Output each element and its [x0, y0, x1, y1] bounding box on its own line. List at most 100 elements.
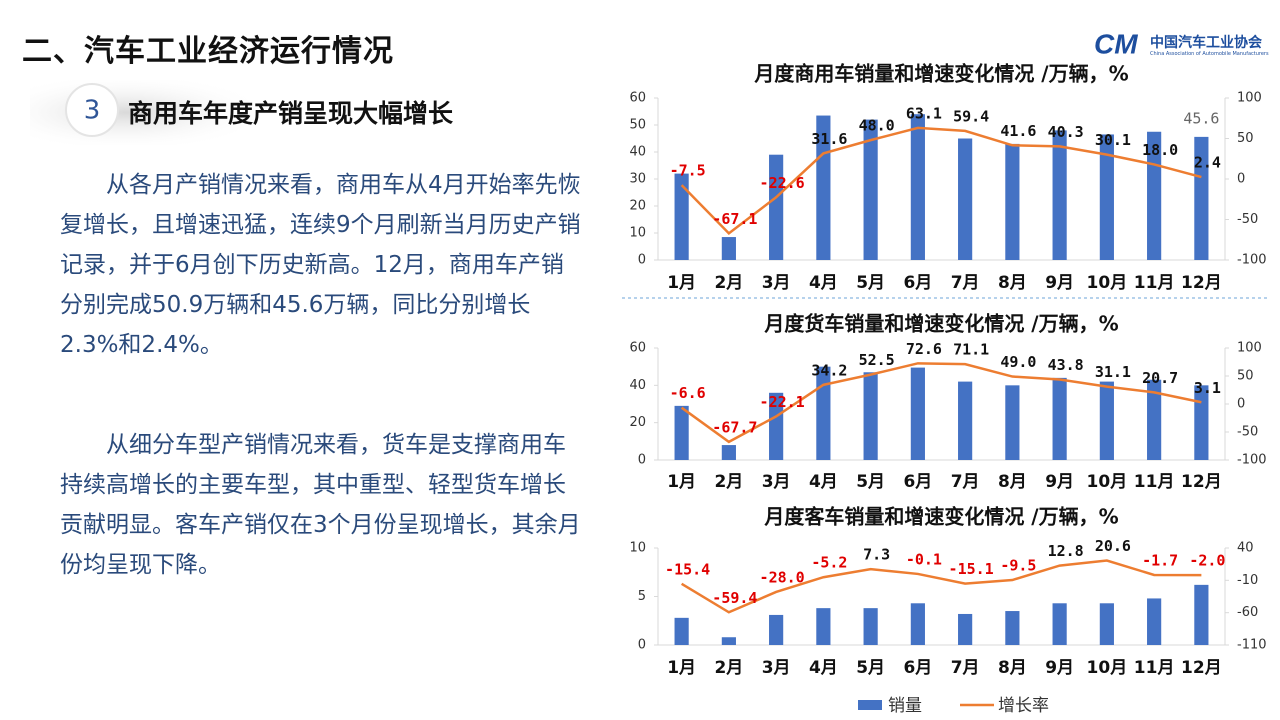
x-tick-label: 6月: [903, 273, 932, 293]
y-tick-label: 5: [638, 589, 646, 604]
bar: [863, 372, 878, 460]
bar: [816, 608, 831, 645]
bar: [721, 637, 736, 645]
x-tick-label: 11月: [1134, 658, 1175, 678]
bar: [769, 614, 784, 645]
bar: [674, 173, 689, 260]
line-value-label: -22.6: [760, 174, 805, 192]
line-value-label: 30.1: [1095, 131, 1131, 149]
bar: [1099, 381, 1114, 460]
bar: [863, 119, 878, 260]
y-tick-label: 30: [629, 172, 646, 187]
line-value-label: -6.6: [670, 384, 706, 402]
y-tick-label: 40: [629, 145, 646, 160]
line-value-label: 48.0: [859, 117, 895, 135]
x-tick-label: 10月: [1087, 273, 1128, 293]
legend-label: 增长率: [998, 696, 1049, 716]
section-number: 3: [84, 96, 101, 126]
bar: [1052, 377, 1067, 460]
line-value-label: 71.1: [953, 341, 989, 359]
bar: [674, 405, 689, 460]
x-tick-label: 4月: [809, 658, 838, 678]
line-value-label: -15.1: [949, 560, 994, 578]
y-tick-label: 60: [629, 91, 646, 106]
y2-tick-label: 50: [1237, 131, 1254, 146]
line-value-label: -2.0: [1189, 552, 1225, 570]
y-tick-label: 10: [629, 541, 646, 556]
bar-value-label: 45.6: [1183, 109, 1219, 127]
line-value-label: 12.8: [1048, 542, 1084, 560]
line: [680, 559, 1202, 614]
bar: [863, 608, 878, 645]
line-value-label: 59.4: [953, 107, 989, 125]
line-value-label: -59.4: [712, 589, 757, 607]
chart-title: 月度货车销量和增速变化情况 /万辆，%: [763, 312, 1118, 336]
bar: [1052, 603, 1067, 645]
line-value-label: 31.6: [811, 130, 847, 148]
y-tick-label: 10: [629, 226, 646, 241]
bar: [1099, 603, 1114, 645]
paragraph: 从细分车型产销情况来看，货车是支撑商用车持续高增长的主要车型，其中重型、轻型货车…: [60, 432, 581, 578]
line-value-label: -1.7: [1142, 551, 1178, 569]
bar: [1147, 598, 1162, 645]
paragraph: 从各月产销情况来看，商用车从4月开始率先恢复增长，且增速迅猛，连续9个月刷新当月…: [60, 172, 581, 358]
line-value-label: 49.0: [1000, 353, 1036, 371]
bar: [1005, 385, 1020, 460]
bar: [910, 367, 925, 460]
line-value-label: 52.5: [859, 351, 895, 369]
x-tick-label: 2月: [714, 472, 743, 492]
bar: [1194, 136, 1209, 260]
x-tick-label: 4月: [809, 273, 838, 293]
bar: [769, 154, 784, 260]
bar: [1194, 584, 1209, 645]
x-tick-label: 3月: [762, 472, 791, 492]
x-tick-label: 8月: [998, 273, 1027, 293]
x-tick-label: 5月: [856, 472, 885, 492]
x-tick-label: 11月: [1134, 273, 1175, 293]
bar: [1052, 130, 1067, 260]
x-tick-label: 6月: [903, 472, 932, 492]
logo-mark: CM: [1094, 28, 1138, 59]
logo-name: 中国汽车工业协会: [1150, 35, 1262, 51]
y2-tick-label: 40: [1237, 541, 1254, 556]
x-tick-label: 12月: [1181, 658, 1222, 678]
x-tick-label: 8月: [998, 472, 1027, 492]
x-tick-label: 12月: [1181, 273, 1222, 293]
x-tick-label: 9月: [1045, 472, 1074, 492]
x-tick-label: 3月: [762, 273, 791, 293]
x-tick-label: 1月: [667, 658, 696, 678]
y2-tick-label: 50: [1237, 369, 1254, 384]
x-tick-label: 5月: [856, 658, 885, 678]
bar: [769, 392, 784, 460]
bar: [1005, 143, 1020, 260]
x-tick-label: 10月: [1087, 472, 1128, 492]
bar: [816, 366, 831, 460]
line: [680, 126, 1202, 236]
x-tick-label: 11月: [1134, 472, 1175, 492]
line-value-label: -5.2: [811, 554, 847, 572]
legend-label: 销量: [888, 696, 922, 716]
y2-tick-label: -100: [1237, 253, 1267, 268]
bar: [958, 613, 973, 645]
line-value-label: -22.1: [760, 393, 805, 411]
y-tick-label: 20: [629, 415, 646, 430]
x-tick-label: 12月: [1181, 472, 1222, 492]
chart-title: 月度商用车销量和增速变化情况 /万辆，%: [753, 62, 1128, 86]
bar: [958, 381, 973, 460]
line-value-label: 2.4: [1194, 154, 1221, 172]
bar: [910, 114, 925, 260]
line-value-label: 34.2: [811, 361, 847, 379]
logo-subtitle: China Association of Automobile Manufact…: [1150, 51, 1269, 57]
y2-tick-label: -10: [1237, 573, 1258, 588]
bar: [1099, 134, 1114, 260]
line-value-label: 3.1: [1194, 379, 1221, 397]
line-value-label: 20.7: [1142, 369, 1178, 387]
x-tick-label: 10月: [1087, 658, 1128, 678]
line-value-label: 43.8: [1048, 356, 1084, 374]
y2-tick-label: 100: [1237, 91, 1262, 106]
line-value-label: -9.5: [1000, 557, 1036, 575]
line-value-label: -7.5: [670, 162, 706, 180]
bar: [910, 603, 925, 645]
line-value-label: -67.7: [712, 418, 757, 436]
